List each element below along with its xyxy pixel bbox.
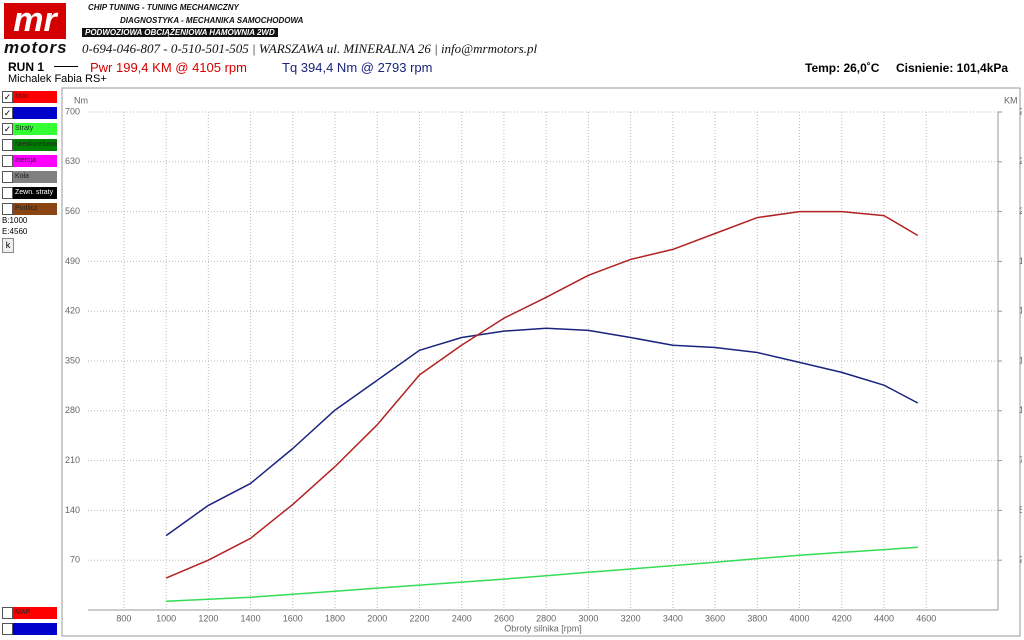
y2-tick-label: 25: [1019, 555, 1022, 565]
y-tick-label: 420: [65, 306, 80, 316]
x-tick-label: 3800: [747, 613, 767, 623]
x-tick-label: 4000: [790, 613, 810, 623]
chart: Nm KM Obroty silnika [rpm] 800 1000 1200 14…: [61, 87, 1022, 637]
y-tick-label: 700: [65, 106, 80, 116]
power-peak: Pwr 199,4 KM @ 4105 rpm: [90, 60, 247, 75]
x-tick-label: 1600: [283, 613, 303, 623]
pressure: Cisnienie: 101,4kPa: [896, 61, 1009, 75]
x-tick-label: 2400: [452, 613, 472, 623]
y-tick-label: 280: [65, 405, 80, 415]
logo: mr: [4, 3, 66, 39]
option[interactable]: Podlicz: [2, 203, 57, 215]
x-tick-label: 2600: [494, 613, 514, 623]
option-label: Moc: [13, 91, 57, 103]
logo-text: motors: [4, 38, 68, 57]
run-line: [54, 66, 78, 67]
option-label: Nieskorelowana: [13, 139, 57, 151]
temperature: Temp: 26,0˚C: [805, 61, 880, 75]
range-begin: B:1000: [2, 216, 28, 225]
y-axis-label: Nm: [74, 95, 88, 105]
y2-tick-label: 75: [1019, 455, 1022, 465]
option[interactable]: Nieskorelowana: [2, 139, 57, 151]
option-label: Koła: [13, 171, 57, 183]
checkbox[interactable]: ✓: [2, 107, 13, 119]
x-tick-label: 1200: [198, 613, 218, 623]
series-line: [165, 327, 919, 537]
header-line: PODWOZIOWA OBCIĄŻENIOWA HAMOWNIA 2WD: [82, 28, 278, 37]
option-label: [13, 107, 57, 119]
y-tick-label: 140: [65, 505, 80, 515]
side-panel: ✓Moc✓✓StratyNieskorelowanaInercjaKołaZew…: [0, 88, 60, 638]
option-label: Inercja: [13, 155, 57, 167]
header-line: DIAGNOSTYKA - MECHANIKA SAMOCHODOWA: [120, 16, 304, 25]
option[interactable]: ✓ Straty: [2, 123, 57, 135]
option[interactable]: [2, 623, 57, 635]
plot-frame: [61, 87, 1021, 637]
x-axis-label: Obroty silnika [rpm]: [504, 623, 582, 633]
checkbox[interactable]: [2, 155, 13, 167]
checkbox[interactable]: [2, 203, 13, 215]
button[interactable]: k: [2, 238, 14, 253]
option[interactable]: Koła: [2, 171, 57, 183]
series-line: [165, 210, 919, 579]
x-tick-label: 2800: [536, 613, 556, 623]
option-label: [13, 623, 57, 635]
x-tick-label: 1000: [156, 613, 176, 623]
x-tick-label: 3000: [578, 613, 598, 623]
y-tick-label: 630: [65, 156, 80, 166]
option[interactable]: ✓: [2, 107, 57, 119]
checkbox[interactable]: ✓: [2, 123, 13, 135]
y-tick-label: 350: [65, 355, 80, 365]
range-end: E:4560: [2, 227, 28, 236]
option-label: Podlicz: [13, 203, 57, 215]
y2-tick-label: 150: [1019, 306, 1022, 316]
option-label: Straty: [13, 123, 57, 135]
y2-tick-label: 225: [1019, 156, 1022, 166]
checkbox[interactable]: [2, 139, 13, 151]
torque-peak: Tq 394,4 Nm @ 2793 rpm: [282, 60, 433, 75]
x-tick-label: 4400: [874, 613, 894, 623]
x-tick-label: 1400: [241, 613, 261, 623]
x-tick-label: 2200: [409, 613, 429, 623]
checkbox[interactable]: [2, 171, 13, 183]
x-tick-label: 2000: [367, 613, 387, 623]
y-tick-label: 560: [65, 206, 80, 216]
option[interactable]: MAP: [2, 607, 57, 619]
checkbox[interactable]: [2, 623, 13, 635]
x-tick-label: 1800: [325, 613, 345, 623]
option-label: Zewn. straty: [13, 187, 57, 199]
series-line: [166, 546, 918, 602]
checkbox[interactable]: [2, 607, 13, 619]
x-tick-label: 4200: [832, 613, 852, 623]
option[interactable]: Zewn. straty: [2, 187, 57, 199]
y2-axis-label: KM: [1004, 95, 1018, 105]
checkbox[interactable]: ✓: [2, 91, 13, 103]
y-tick-label: 70: [70, 555, 80, 565]
x-tick-label: 3200: [621, 613, 641, 623]
y2-tick-label: 200: [1019, 206, 1022, 216]
y2-tick-label: 125: [1019, 355, 1022, 365]
y2-tick-label: 100: [1019, 405, 1022, 415]
y-tick-label: 210: [65, 455, 80, 465]
car-name: Michalek Fabia RS+: [8, 73, 107, 85]
x-tick-label: 3400: [663, 613, 683, 623]
y2-tick-label: 50: [1019, 505, 1022, 515]
y2-tick-label: 250: [1019, 106, 1022, 116]
header-line: CHIP TUNING - TUNING MECHANICZNY: [88, 3, 239, 12]
option[interactable]: ✓ Moc: [2, 91, 57, 103]
x-tick-label: 3600: [705, 613, 725, 623]
x-tick-label: 4600: [916, 613, 936, 623]
y-tick-label: 490: [65, 256, 80, 266]
option-label: MAP: [13, 607, 57, 619]
option[interactable]: Inercja: [2, 155, 57, 167]
run-label: RUN 1: [8, 60, 45, 74]
y2-tick-label: 175: [1019, 256, 1022, 266]
x-tick-label: 800: [116, 613, 131, 623]
header-line: 0-694-046-807 - 0-510-501-505 | WARSZAWA…: [82, 41, 538, 56]
checkbox[interactable]: [2, 187, 13, 199]
